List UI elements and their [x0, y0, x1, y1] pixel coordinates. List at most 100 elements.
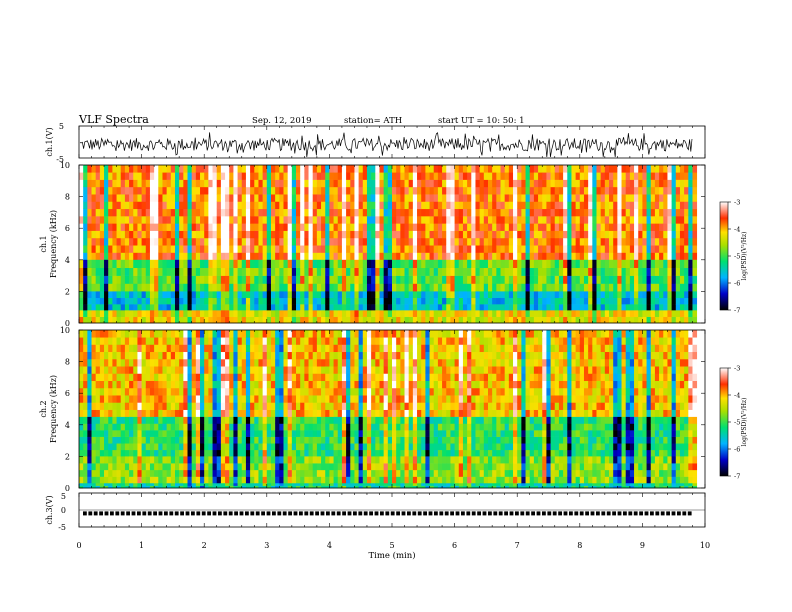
spectrogram-cell	[216, 456, 222, 464]
spectrogram-cell	[496, 237, 501, 246]
spectrogram-cell	[141, 330, 147, 338]
spectrogram-cell	[137, 358, 142, 367]
spectrogram-cell	[392, 201, 397, 210]
spectrogram-cell	[408, 310, 414, 317]
y-tick-label: 4	[65, 256, 70, 265]
spectrogram-cell	[316, 485, 322, 489]
spectrogram-cell	[104, 275, 109, 284]
spectrogram-cell	[262, 267, 268, 276]
spectrogram-cell	[621, 310, 627, 317]
spectrogram-cell	[250, 409, 255, 418]
spectrogram-cell	[241, 194, 247, 202]
spectrogram-cell	[216, 337, 222, 345]
spectrogram-cell	[87, 230, 92, 239]
spectrogram-cell	[179, 358, 184, 367]
spectrogram-cell	[329, 275, 334, 284]
spectrogram-cell	[145, 469, 151, 477]
spectrogram-cell	[250, 275, 255, 284]
spectrogram-cell	[617, 230, 622, 239]
spectrogram-cell	[542, 297, 547, 305]
spectrogram-cell	[166, 223, 172, 231]
spectrogram-cell	[529, 310, 535, 317]
spectrogram-cell	[166, 463, 172, 471]
spectrogram-cell	[321, 237, 326, 246]
spectrogram-cell	[104, 402, 109, 410]
spectrogram-cell	[270, 358, 276, 367]
spectrogram-cell	[258, 291, 264, 299]
spectrogram-cell	[296, 245, 301, 253]
spectrogram-cell	[225, 430, 230, 437]
spectrogram-cell	[216, 237, 222, 246]
spectrogram-cell	[145, 476, 151, 484]
spectrogram-cell	[392, 267, 397, 276]
spectrogram-cell	[104, 201, 109, 210]
spectrogram-cell	[604, 179, 610, 188]
spectrogram-cell	[183, 267, 188, 276]
spectrogram-cell	[417, 291, 422, 299]
spectrogram-cell	[392, 216, 397, 224]
spectrogram-cell	[471, 297, 476, 305]
spectrogram-cell	[187, 179, 193, 188]
spectrogram-cell	[592, 297, 597, 305]
spectrogram-cell	[554, 223, 560, 231]
spectrogram-cell	[642, 297, 647, 305]
spectrogram-cell	[629, 304, 635, 311]
spectrogram-cell	[442, 208, 447, 217]
spectrogram-cell	[487, 223, 493, 231]
spectrogram-cell	[321, 186, 326, 195]
spectrogram-cell	[291, 179, 297, 188]
spectrogram-cell	[571, 216, 577, 224]
spectrogram-cell	[312, 351, 318, 360]
spectrogram-cell	[79, 230, 84, 239]
spectrogram-cell	[133, 416, 138, 424]
spectrogram-cell	[487, 237, 493, 246]
spectrogram-cell	[604, 186, 610, 195]
spectrogram-cell	[204, 223, 209, 231]
spectrogram-cell	[316, 237, 322, 246]
spectrogram-cell	[120, 275, 126, 284]
spectrogram-cell	[304, 267, 309, 276]
spectrogram-cell	[454, 208, 460, 217]
spectrogram-cell	[329, 201, 334, 210]
spectrogram-cell	[508, 297, 514, 305]
spectrogram-cell	[446, 310, 451, 317]
spectrogram-cell	[508, 186, 514, 195]
spectrogram-cell	[154, 186, 159, 195]
spectrogram-cell	[454, 283, 460, 292]
spectrogram-cell	[108, 476, 113, 484]
spectrogram-cell	[108, 275, 113, 284]
spectrogram-cell	[149, 216, 155, 224]
spectrogram-cell	[446, 245, 451, 253]
spectrogram-cell	[116, 485, 122, 489]
spectrogram-cell	[195, 423, 201, 431]
spectrogram-cell	[241, 366, 247, 374]
spectrogram-cell	[467, 223, 472, 231]
spectrogram-cell	[321, 436, 326, 444]
spectrogram-cell	[529, 245, 535, 253]
spectrogram-cell	[141, 179, 147, 188]
spectrogram-cell	[79, 366, 84, 374]
spectrogram-cell	[275, 358, 280, 367]
spectrogram-cell	[596, 291, 602, 299]
spectrogram-cell	[154, 223, 159, 231]
spectrogram-cell	[225, 449, 230, 457]
y-tick-label: 8	[65, 193, 70, 202]
spectrogram-cell	[479, 252, 485, 261]
spectrogram-cell	[279, 366, 284, 374]
spectrogram-cell	[667, 186, 673, 195]
spectrogram-cell	[270, 456, 276, 464]
spectrogram-cell	[617, 186, 622, 195]
spectrogram-cell	[521, 291, 526, 299]
spectrogram-cell	[195, 259, 201, 268]
spectrogram-cell	[270, 337, 276, 345]
spectrogram-cell	[688, 275, 693, 284]
spectrogram-cell	[99, 463, 105, 471]
spectrogram-cell	[304, 201, 309, 210]
spectrogram-cell	[412, 310, 418, 317]
spectrogram-cell	[187, 237, 193, 246]
spectrogram-cell	[87, 469, 92, 477]
spectrogram-cell	[671, 194, 677, 202]
spectrogram-cell	[300, 344, 305, 353]
spectrogram-cell	[254, 252, 259, 261]
spectrogram-cell	[225, 275, 230, 284]
